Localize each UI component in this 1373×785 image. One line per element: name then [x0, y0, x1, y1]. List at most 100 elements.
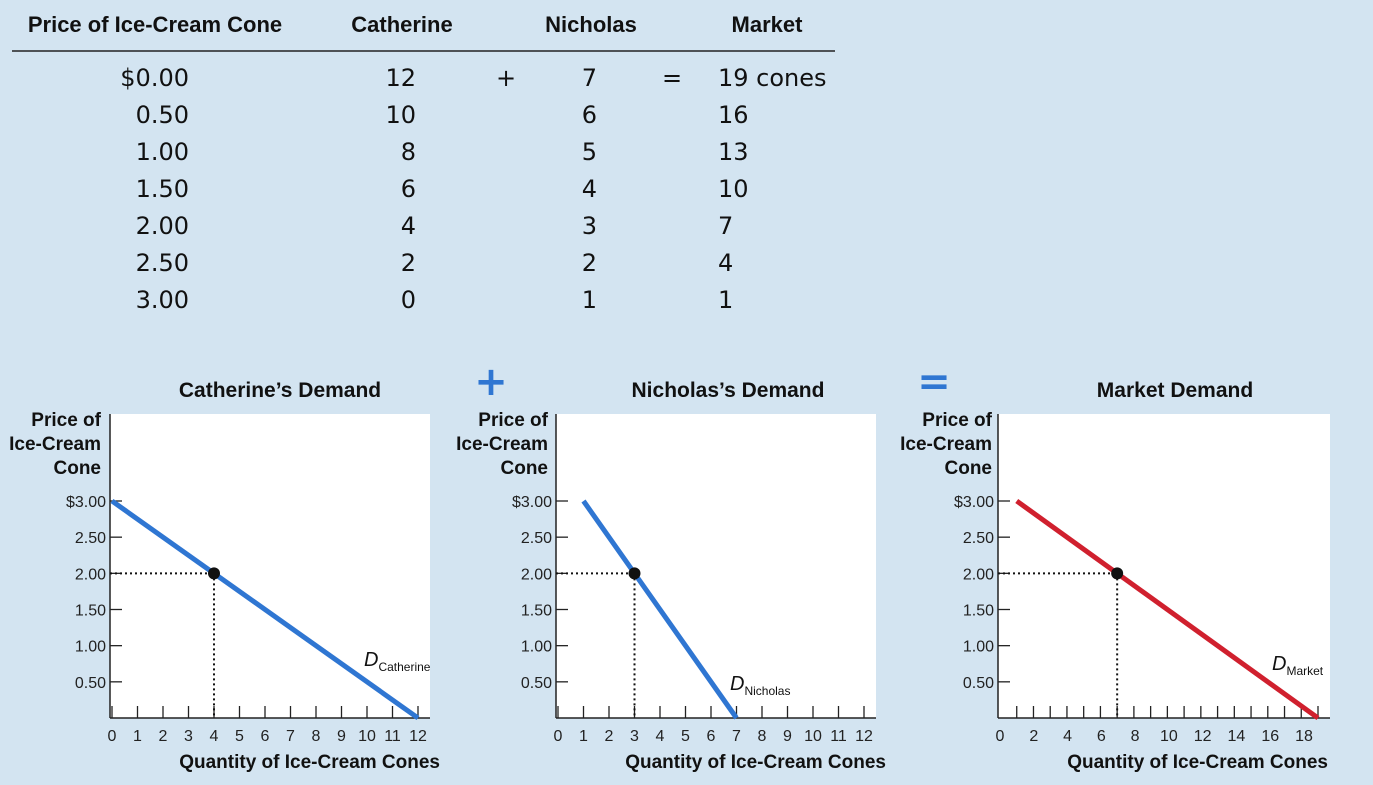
y-axis-label: Price of Ice-Cream Cone [456, 410, 549, 479]
x-tick-label: 7 [286, 728, 295, 745]
curve-label-main: D [730, 673, 744, 695]
plot-area [110, 414, 430, 718]
x-tick-label: 8 [758, 728, 767, 745]
x-tick-label: 10 [358, 728, 376, 745]
x-tick-label: 0 [996, 728, 1005, 745]
cell-market: 16 [718, 101, 749, 129]
y-tick-label: 2.50 [75, 530, 106, 547]
table-row: 0.50 10 6 16 [136, 101, 749, 129]
y-tick-label: 1.50 [75, 603, 106, 620]
x-tick-label: 9 [337, 728, 346, 745]
chart-nicholas-demand: Nicholas’s Demand Price of Ice-Cream Cone $3… [456, 379, 886, 773]
table-row: $0.00 12 +7 = 19 cones [120, 64, 826, 92]
x-tick-label: 5 [681, 728, 690, 745]
x-tick-label: 6 [707, 728, 716, 745]
cell-price: 1.50 [136, 175, 189, 203]
y-axis-label-line: Cone [54, 458, 102, 479]
x-axis-label: Quantity of Ice-Cream Cones [1067, 752, 1328, 773]
cell-nicholas: 7 [582, 64, 597, 92]
curve-label: DCatherine [364, 649, 431, 674]
cell-price: 0.50 [136, 101, 189, 129]
x-tick-label: 1 [579, 728, 588, 745]
y-axis-label: Price of Ice-Cream Cone [9, 410, 102, 479]
x-axis-label: Quantity of Ice-Cream Cones [179, 752, 440, 773]
x-tick-label: 7 [732, 728, 741, 745]
x-axis-label: Quantity of Ice-Cream Cones [625, 752, 886, 773]
x-tick-label: 6 [1097, 728, 1106, 745]
y-tick-label: 0.50 [963, 675, 994, 692]
y-axis-label-line: Cone [945, 458, 993, 479]
table-row: 1.00 8 5 13 [136, 138, 749, 166]
cell-equals: = [662, 64, 682, 92]
chart-title: Nicholas’s Demand [632, 379, 825, 402]
table-body: $0.00 1 2 +7 = 19 cones 0.50 10 6 16 1.00 8 5 13 1.50 6… [120, 64, 826, 314]
table-row: 2.00 4 3 7 [136, 212, 734, 240]
y-tick-label: 1.00 [75, 639, 106, 656]
curve-label-main: D [1272, 653, 1286, 675]
cell-catherine: 4 [401, 212, 416, 240]
y-tick-label: 2.50 [521, 530, 552, 547]
table-row: 3.00 0 1 1 [136, 286, 734, 314]
y-tick-label: $3.00 [66, 494, 106, 511]
x-tick-label: 0 [108, 728, 117, 745]
y-axis-label: Price of Ice-Cream Cone [900, 410, 993, 479]
header-catherine: Catherine [351, 12, 452, 37]
cell-catherine: 10 [385, 101, 416, 129]
y-axis-label-line: Price of [922, 410, 992, 431]
cell-nicholas: 2 [582, 249, 597, 277]
cell-catherine: 6 [401, 175, 416, 203]
cell-catherine: 8 [401, 138, 416, 166]
chart-catherine-demand: Catherine’s Demand Price of Ice-Cream Cone $… [9, 379, 440, 773]
y-tick-label: 0.50 [521, 675, 552, 692]
x-tick-label: 8 [1131, 728, 1140, 745]
demand-table: Price of Ice-Cream Cone Catherine Nichol… [12, 12, 835, 314]
cell-market: 19 cones [718, 64, 827, 92]
plot-area [998, 414, 1330, 718]
y-tick-label: 2.00 [963, 566, 994, 583]
x-tick-label: 8 [312, 728, 321, 745]
y-tick-label: 0.50 [75, 675, 106, 692]
plot-area [556, 414, 876, 718]
x-tick-label: 14 [1228, 728, 1246, 745]
cell-price: $0.00 [120, 64, 189, 92]
y-axis-label-line: Cone [501, 458, 549, 479]
highlight-point [208, 567, 220, 580]
cell-market: 1 [718, 286, 733, 314]
equals-operator: = [917, 359, 951, 405]
x-tick-label: 10 [804, 728, 822, 745]
cell-price: 1.00 [136, 138, 189, 166]
y-axis-label-line: Price of [31, 410, 101, 431]
x-tick-label: 2 [159, 728, 168, 745]
header-market: Market [732, 12, 804, 37]
chart-title: Catherine’s Demand [179, 379, 381, 402]
x-tick-label: 10 [1160, 728, 1178, 745]
y-tick-label: 2.50 [963, 530, 994, 547]
x-tick-label: 4 [656, 728, 665, 745]
x-tick-label: 16 [1261, 728, 1279, 745]
cell-nicholas: 5 [582, 138, 597, 166]
y-tick-label: 2.00 [75, 566, 106, 583]
cell-nicholas: 6 [582, 101, 597, 129]
cell-market: 4 [718, 249, 733, 277]
x-tick-label: 1 [133, 728, 142, 745]
curve-label-main: D [364, 649, 378, 671]
cell-plus: + [496, 64, 516, 92]
x-tick-label: 4 [210, 728, 219, 745]
y-axis-label-line: Ice-Cream [900, 434, 992, 455]
y-axis-label-line: Ice-Cream [9, 434, 101, 455]
y-tick-label: 2.00 [521, 566, 552, 583]
y-tick-label: 1.00 [963, 639, 994, 656]
y-axis-label-line: Ice-Cream [456, 434, 548, 455]
header-price: Price of Ice-Cream Cone [28, 12, 282, 37]
x-tick-label: 12 [409, 728, 427, 745]
y-tick-label: 1.50 [963, 603, 994, 620]
x-tick-label: 9 [783, 728, 792, 745]
cell-nicholas: 3 [582, 212, 597, 240]
x-tick-label: 11 [384, 728, 401, 745]
cell-price: 2.50 [136, 249, 189, 277]
cell-catherine: 2 [401, 249, 416, 277]
highlight-point [628, 567, 641, 580]
cell-nicholas: 4 [582, 175, 597, 203]
cell-market: 13 [718, 138, 749, 166]
